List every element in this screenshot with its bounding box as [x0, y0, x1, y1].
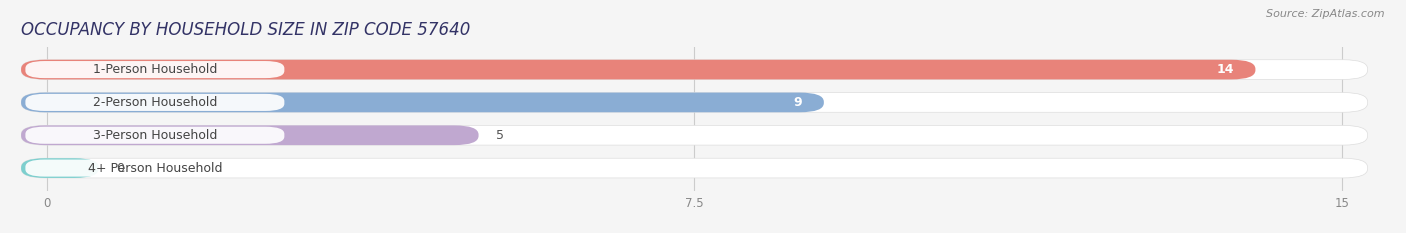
FancyBboxPatch shape: [21, 60, 1256, 79]
Text: 14: 14: [1216, 63, 1234, 76]
FancyBboxPatch shape: [21, 93, 1368, 112]
Text: 3-Person Household: 3-Person Household: [93, 129, 217, 142]
FancyBboxPatch shape: [21, 158, 1368, 178]
Text: 1-Person Household: 1-Person Household: [93, 63, 217, 76]
Text: 0: 0: [117, 161, 124, 175]
Text: OCCUPANCY BY HOUSEHOLD SIZE IN ZIP CODE 57640: OCCUPANCY BY HOUSEHOLD SIZE IN ZIP CODE …: [21, 21, 471, 39]
Text: 5: 5: [496, 129, 503, 142]
FancyBboxPatch shape: [25, 127, 284, 144]
FancyBboxPatch shape: [21, 93, 824, 112]
FancyBboxPatch shape: [21, 125, 1368, 145]
FancyBboxPatch shape: [21, 60, 1368, 79]
Text: 2-Person Household: 2-Person Household: [93, 96, 217, 109]
Text: 4+ Person Household: 4+ Person Household: [87, 161, 222, 175]
FancyBboxPatch shape: [21, 158, 98, 178]
FancyBboxPatch shape: [25, 94, 284, 111]
FancyBboxPatch shape: [21, 125, 478, 145]
Text: 9: 9: [793, 96, 803, 109]
FancyBboxPatch shape: [25, 61, 284, 78]
FancyBboxPatch shape: [25, 160, 284, 177]
Text: Source: ZipAtlas.com: Source: ZipAtlas.com: [1267, 9, 1385, 19]
